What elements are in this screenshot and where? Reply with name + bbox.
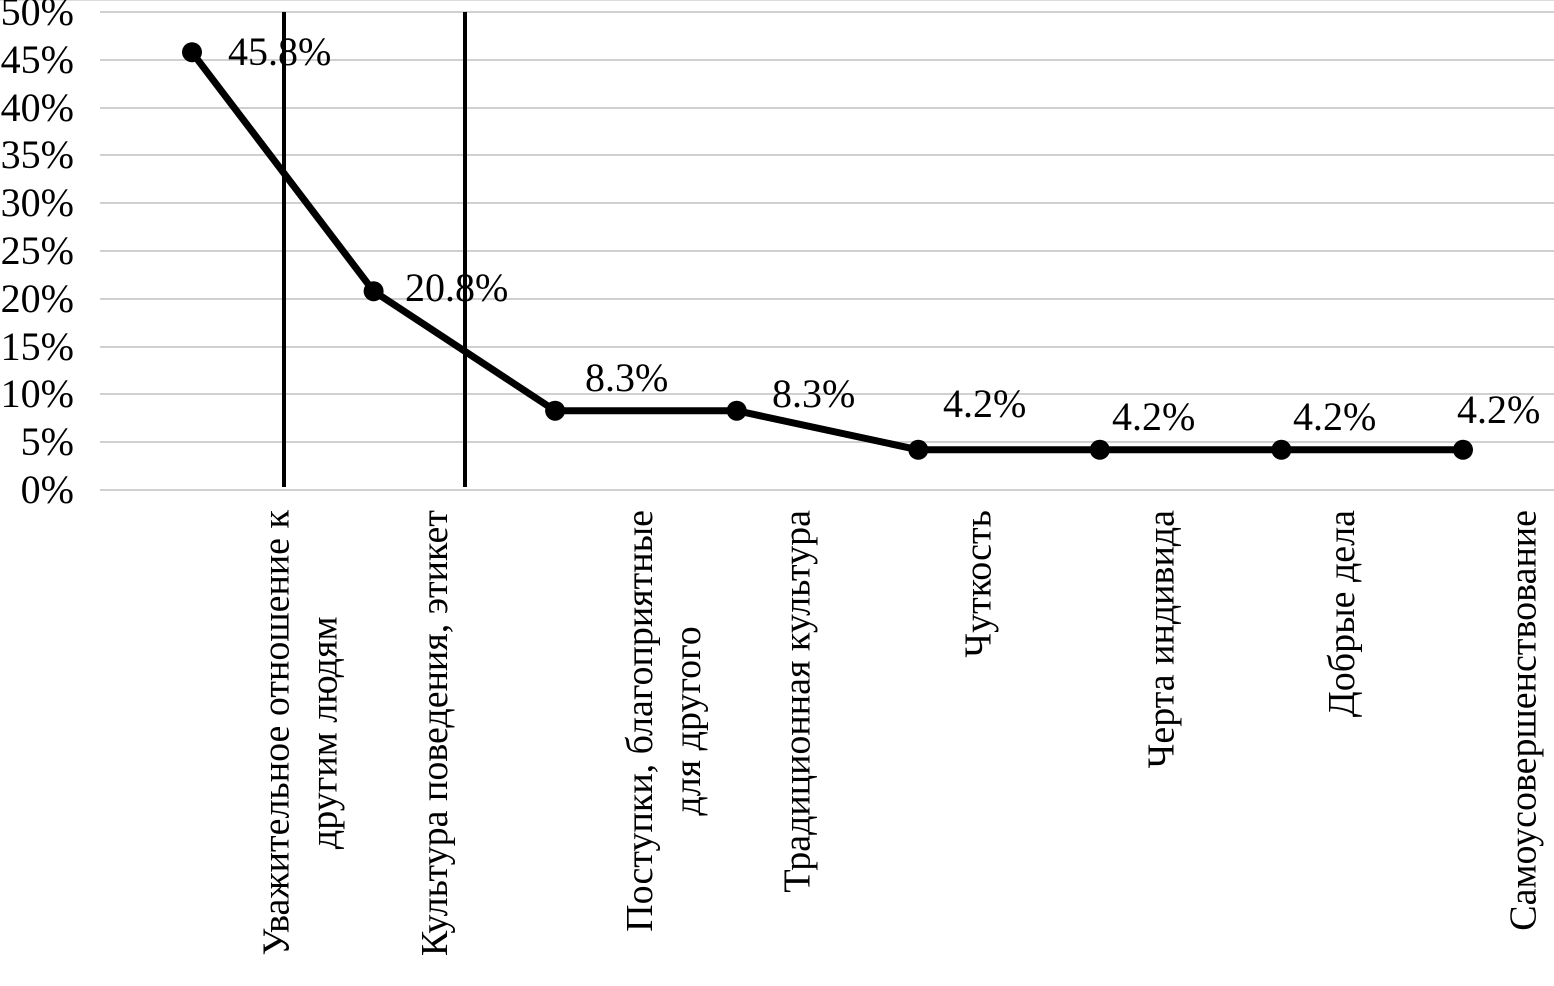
- x-axis-category-label: Чуткость: [958, 510, 1000, 658]
- x-axis-category-label: Добрые дела: [1321, 510, 1363, 718]
- data-label: 4.2%: [1293, 394, 1377, 439]
- series-marker: [363, 281, 384, 302]
- gridline: [100, 59, 1554, 61]
- data-label: 8.3%: [772, 371, 856, 416]
- gridline: [100, 202, 1554, 204]
- x-axis-category-label: Черта индивида: [1140, 510, 1182, 769]
- series-marker: [1271, 439, 1292, 460]
- series-marker: [182, 42, 202, 63]
- data-label: 4.2%: [1457, 387, 1541, 432]
- y-axis-tick-label: 45%: [0, 37, 74, 82]
- gridline: [100, 489, 1554, 491]
- series-marker: [1453, 439, 1473, 460]
- data-label: 4.2%: [943, 381, 1027, 426]
- data-label: 4.2%: [1112, 394, 1196, 439]
- gridline: [100, 393, 1554, 395]
- data-label: 20.8%: [405, 265, 509, 310]
- separator-line: [282, 12, 286, 487]
- gridline: [100, 11, 1554, 13]
- series-line: [189, 50, 1463, 454]
- y-axis-tick-label: 35%: [0, 132, 74, 177]
- gridline: [100, 441, 1554, 443]
- y-axis-tick-label: 5%: [20, 419, 74, 464]
- gridline: [100, 107, 1554, 109]
- y-axis-tick-label: 30%: [0, 180, 74, 225]
- x-axis-category-label: Поступки, благоприятные для другого: [619, 510, 709, 932]
- y-axis-tick-label: 25%: [0, 228, 74, 273]
- gridline: [100, 154, 1554, 156]
- series-marker: [1089, 439, 1110, 460]
- x-axis-category-label: Традиционная культура: [777, 510, 819, 893]
- x-axis-category-label: Уважительное отношение к другим людям: [256, 510, 346, 956]
- gridline: [100, 346, 1554, 348]
- data-label: 8.3%: [585, 355, 669, 400]
- series-marker: [908, 439, 929, 460]
- data-label: 45.8%: [228, 29, 332, 74]
- gridline: [100, 250, 1554, 252]
- gridline: [0, 0, 1554, 1]
- y-axis-tick-label: 10%: [0, 371, 74, 416]
- y-axis-tick-label: 15%: [0, 324, 74, 369]
- separator-line: [463, 12, 467, 487]
- y-axis-tick-label: 0%: [20, 467, 74, 512]
- series-marker: [726, 400, 747, 421]
- y-axis-tick-label: 20%: [0, 276, 74, 321]
- y-axis-tick-label: 50%: [0, 0, 74, 34]
- y-axis-tick-label: 40%: [0, 85, 74, 130]
- gridline: [100, 298, 1554, 300]
- x-axis-category-label: Культура поведения, этикет: [414, 510, 456, 957]
- series-marker: [545, 400, 566, 421]
- x-axis-category-label: Самоусовершенствование: [1503, 510, 1545, 931]
